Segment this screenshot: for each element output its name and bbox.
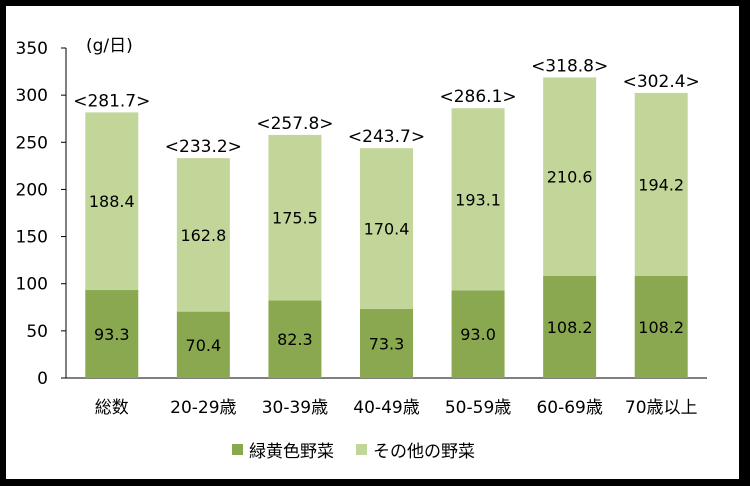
legend-swatch [356,444,367,455]
total-label: <243.7> [348,127,425,147]
bar-segment-other [634,92,688,276]
data-label: 188.4 [89,192,135,211]
y-tick-label: 50 [26,322,48,342]
legend: 緑黄色野菜 その他の野菜 [232,437,475,462]
x-tick-label: 30-39歳 [262,398,328,418]
x-tick-label: 総数 [95,398,129,418]
y-tick-label: 0 [37,369,48,389]
y-tick-label: 250 [16,133,48,153]
x-tick-label: 40-49歳 [353,398,419,418]
x-tick-label: 70歳以上 [625,398,698,418]
data-label: 193.1 [455,190,501,209]
data-label: 194.2 [638,175,684,194]
bar-segment-other [451,108,505,291]
total-label: <233.2> [165,137,242,157]
data-label: 170.4 [364,220,410,239]
data-label: 210.6 [547,168,593,187]
data-label: 108.2 [638,318,684,337]
y-tick-label: 150 [16,228,48,248]
data-label: 93.0 [460,325,496,344]
x-tick-label: 60-69歳 [536,398,602,418]
legend-label: 緑黄色野菜 [249,442,334,462]
bar-segment-green-yellow [451,290,505,378]
unit-label: (g/日) [86,36,133,56]
bar-segment-green-yellow [85,290,139,378]
y-tick-label: 350 [16,39,48,59]
total-label: <257.8> [256,114,333,134]
data-label: 175.5 [272,209,318,228]
bar-segment-green-yellow [360,308,413,378]
bar-segment-green-yellow [176,311,230,378]
total-label: <302.4> [623,72,700,92]
bar-segment-other [268,134,322,301]
x-axis-labels: 総数 20-29歳 30-39歳 40-49歳 50-59歳 60-69歳 70歳以上 [95,398,698,418]
legend-label: その他の野菜 [373,442,475,462]
y-tick-label: 100 [16,275,48,295]
data-label: 162.8 [180,226,226,245]
total-label: <318.8> [531,56,608,76]
data-label: 73.3 [369,334,405,353]
y-tick-label: 200 [16,180,48,200]
total-label: <286.1> [439,87,516,107]
bar-segment-other [85,112,139,291]
bar-segment-green-yellow [268,300,322,378]
x-tick-label: 20-29歳 [170,398,236,418]
data-label: 108.2 [547,318,593,337]
x-tick-label: 50-59歳 [445,398,511,418]
data-label: 93.3 [94,325,130,344]
data-label: 82.3 [277,330,313,349]
chart-frame: (g/日) 0 50 100 150 200 250 300 350 93.3 188.4 <28… [6,6,739,479]
y-axis-ticks: 0 50 100 150 200 250 300 350 [16,39,66,389]
legend-swatch [232,444,243,455]
bar-segment-green-yellow [543,275,597,378]
total-label: <281.7> [73,91,150,111]
y-tick-label: 300 [16,86,48,106]
bar-segment-other [360,148,413,309]
legend-item-green-vegetables: 緑黄色野菜 [232,437,334,462]
bars: 93.3 188.4 <281.7> 70.4 162.8 <233.2> 82.3 175.… [73,56,700,378]
legend-item-other-vegetables: その他の野菜 [356,437,475,462]
bar-segment-other [543,77,597,276]
bar-segment-other [176,158,230,312]
bar-segment-green-yellow [634,275,688,378]
stacked-bar-chart: (g/日) 0 50 100 150 200 250 300 350 93.3 188.4 <28… [16,36,707,418]
data-label: 70.4 [186,336,222,355]
